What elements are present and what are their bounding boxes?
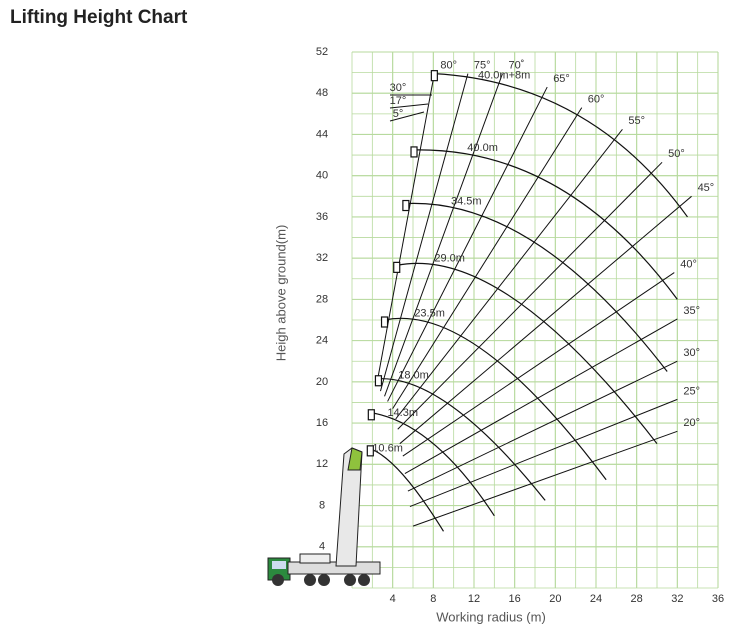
angle-label: 45° <box>698 182 715 194</box>
angle-line <box>404 318 678 475</box>
y-tick-label: 52 <box>316 46 328 58</box>
x-tick-label: 20 <box>549 593 561 605</box>
y-tick-label: 28 <box>316 293 328 305</box>
angle-label: 35° <box>683 305 700 317</box>
boom-head <box>393 261 401 273</box>
angle-label: 60° <box>588 94 605 106</box>
jib-offset-label: 5° <box>393 108 404 120</box>
angle-label: 20° <box>683 417 700 429</box>
y-tick-label: 32 <box>316 252 328 264</box>
angle-label: 75° <box>474 60 491 72</box>
boom-arc <box>396 262 658 445</box>
angle-label: 30° <box>683 347 700 359</box>
boom-arc <box>405 202 668 372</box>
x-tick-label: 32 <box>671 593 683 605</box>
y-tick-label: 44 <box>316 128 328 140</box>
x-tick-label: 4 <box>390 593 396 605</box>
x-tick-label: 12 <box>468 593 480 605</box>
angle-line <box>379 73 469 392</box>
curves <box>366 70 692 532</box>
angle-line <box>409 398 678 508</box>
angle-label: 40° <box>680 258 697 270</box>
chart-title: Lifting Height Chart <box>10 7 188 28</box>
angle-line <box>384 73 503 397</box>
boom-length-label: 10.6m <box>372 442 403 454</box>
x-tick-label: 16 <box>509 593 521 605</box>
x-tick-label: 8 <box>430 593 436 605</box>
angle-line <box>397 161 663 430</box>
y-tick-label: 4 <box>319 541 325 553</box>
y-tick-label: 12 <box>316 458 328 470</box>
boom-head <box>380 316 389 328</box>
y-tick-label: 8 <box>319 499 325 511</box>
boom-length-label: 29.0m <box>434 253 465 265</box>
boom-head <box>402 199 410 212</box>
boom-length-label: 34.5m <box>451 196 482 208</box>
boom-head <box>366 445 374 457</box>
angle-label: 50° <box>668 148 685 160</box>
angle-label: 80° <box>440 60 457 72</box>
boom-length-label: 40.0m <box>467 142 498 154</box>
angle-label: 25° <box>683 385 700 397</box>
y-tick-label: 16 <box>316 417 328 429</box>
boom-head <box>430 70 438 82</box>
y-tick-label: 24 <box>316 335 328 347</box>
angle-line <box>395 128 623 420</box>
boom-head <box>367 409 375 421</box>
angle-label: 65° <box>553 73 570 85</box>
y-axis-label: Heigh above ground(m) <box>273 225 288 362</box>
x-tick-label: 36 <box>712 593 724 605</box>
boom-length-label: 23.5m <box>414 307 445 319</box>
x-tick-label: 28 <box>631 593 643 605</box>
jib-offset-label: 30° <box>390 82 407 94</box>
boom-head <box>374 375 383 387</box>
angle-line <box>407 360 678 492</box>
boom-arc <box>434 73 688 218</box>
boom-length-label: 18.0m <box>398 369 429 381</box>
boom-arc <box>384 317 607 481</box>
angle-label: 70˚ <box>508 60 524 72</box>
grid <box>351 51 719 589</box>
boom-length-label: 14.3m <box>387 407 418 419</box>
boom-arc <box>414 149 678 300</box>
crane-truck <box>267 447 381 586</box>
angle-label: 55° <box>628 115 645 127</box>
x-tick-label: 24 <box>590 593 602 605</box>
boom-arc <box>378 378 546 501</box>
jib-offset-label: 17° <box>390 95 407 107</box>
angle-line <box>399 195 692 445</box>
boom-head <box>410 146 418 158</box>
y-tick-label: 48 <box>316 87 328 99</box>
angle-line <box>392 107 583 409</box>
boom-length-label: 40.0m+8m <box>478 69 530 81</box>
angle-line <box>402 272 675 457</box>
angle-line <box>387 86 548 402</box>
y-tick-label: 20 <box>316 376 328 388</box>
jib-offset-arrows <box>389 94 432 122</box>
y-tick-label: 36 <box>316 211 328 223</box>
angle-line <box>412 430 678 527</box>
boom-arc <box>370 448 445 532</box>
angle-line <box>375 73 435 387</box>
y-tick-label: 40 <box>316 170 328 182</box>
boom-arc <box>371 412 495 517</box>
x-axis-label: Working radius (m) <box>436 609 546 624</box>
